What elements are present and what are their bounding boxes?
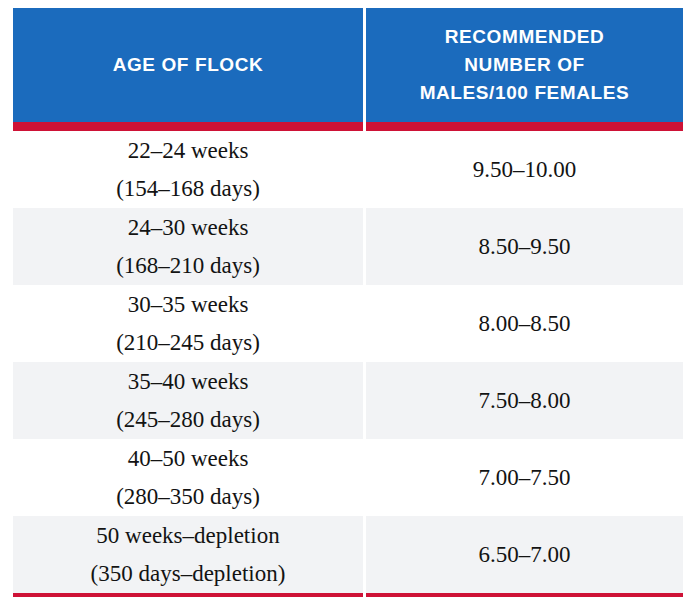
males-ratio-cell: 8.50–9.50 xyxy=(366,208,683,285)
age-weeks: 50 weeks–depletion xyxy=(96,517,279,555)
bottom-accent-rule xyxy=(13,593,683,597)
table-row: 50 weeks–depletion (350 days–depletion) … xyxy=(13,516,683,593)
header-accent-rule-left xyxy=(13,122,363,131)
column-header-age-of-flock: AGE OF FLOCK xyxy=(13,8,363,122)
age-weeks: 40–50 weeks xyxy=(128,440,249,478)
age-weeks: 22–24 weeks xyxy=(128,132,249,170)
age-days: (245–280 days) xyxy=(116,401,260,439)
males-ratio-cell: 6.50–7.00 xyxy=(366,516,683,593)
table-header-row: AGE OF FLOCK RECOMMENDED NUMBER OF MALES… xyxy=(13,8,683,122)
age-cell: 22–24 weeks (154–168 days) xyxy=(13,131,363,208)
age-days: (168–210 days) xyxy=(116,247,260,285)
header-accent-rule-right xyxy=(366,122,683,131)
bottom-accent-rule-right xyxy=(366,593,683,597)
males-ratio-cell: 8.00–8.50 xyxy=(366,285,683,362)
males-ratio-value: 9.50–10.00 xyxy=(473,158,577,181)
age-cell: 35–40 weeks (245–280 days) xyxy=(13,362,363,439)
males-ratio-cell: 9.50–10.00 xyxy=(366,131,683,208)
males-ratio-value: 7.50–8.00 xyxy=(479,389,571,412)
age-days: (280–350 days) xyxy=(116,478,260,516)
males-ratio-value: 8.00–8.50 xyxy=(479,312,571,335)
age-cell: 24–30 weeks (168–210 days) xyxy=(13,208,363,285)
table-row: 35–40 weeks (245–280 days) 7.50–8.00 xyxy=(13,362,683,439)
males-ratio-value: 6.50–7.00 xyxy=(479,543,571,566)
age-cell: 40–50 weeks (280–350 days) xyxy=(13,439,363,516)
table-row: 22–24 weeks (154–168 days) 9.50–10.00 xyxy=(13,131,683,208)
age-weeks: 24–30 weeks xyxy=(128,209,249,247)
column-header-recommended-males: RECOMMENDED NUMBER OF MALES/100 FEMALES xyxy=(366,8,683,122)
males-ratio-cell: 7.00–7.50 xyxy=(366,439,683,516)
males-ratio-value: 8.50–9.50 xyxy=(479,235,571,258)
age-weeks: 35–40 weeks xyxy=(128,363,249,401)
age-weeks: 30–35 weeks xyxy=(128,286,249,324)
age-days: (350 days–depletion) xyxy=(91,555,286,593)
males-ratio-cell: 7.50–8.00 xyxy=(366,362,683,439)
age-cell: 30–35 weeks (210–245 days) xyxy=(13,285,363,362)
bottom-accent-rule-left xyxy=(13,593,363,597)
flock-ratio-table: AGE OF FLOCK RECOMMENDED NUMBER OF MALES… xyxy=(13,8,683,597)
age-days: (210–245 days) xyxy=(116,324,260,362)
header-accent-rule xyxy=(13,122,683,131)
table-row: 30–35 weeks (210–245 days) 8.00–8.50 xyxy=(13,285,683,362)
age-cell: 50 weeks–depletion (350 days–depletion) xyxy=(13,516,363,593)
table-row: 24–30 weeks (168–210 days) 8.50–9.50 xyxy=(13,208,683,285)
age-days: (154–168 days) xyxy=(116,170,260,208)
table-row: 40–50 weeks (280–350 days) 7.00–7.50 xyxy=(13,439,683,516)
males-ratio-value: 7.00–7.50 xyxy=(479,466,571,489)
